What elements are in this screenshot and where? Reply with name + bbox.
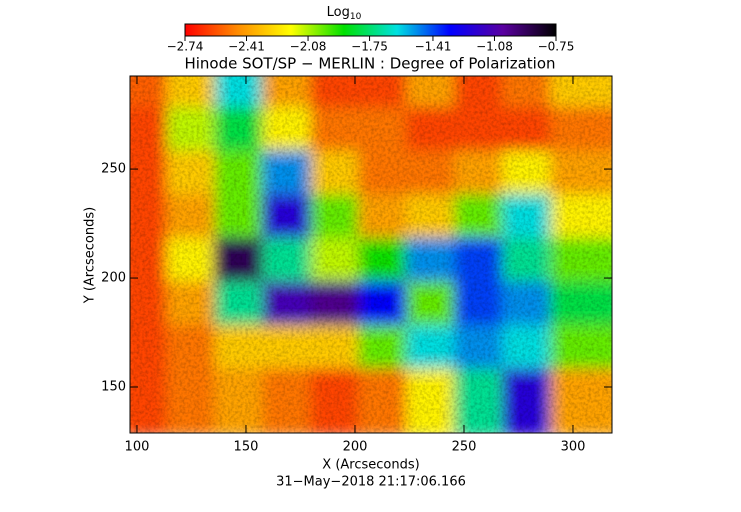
y-tick-label: 200 (101, 271, 126, 286)
colorbar-label: Log10 (327, 5, 362, 22)
colorbar-tick-label: −2.41 (228, 40, 265, 54)
colorbar-label-main: Log (327, 5, 350, 20)
y-axis-label: Y (Arcseconds) (83, 207, 98, 304)
colorbar-tick-label: −2.74 (167, 40, 204, 54)
colorbar-tick-label: −0.75 (538, 40, 575, 54)
y-tick-label: 250 (101, 162, 126, 177)
chart-title: Hinode SOT/SP − MERLIN : Degree of Polar… (184, 55, 555, 73)
colorbar-tick-label: −1.08 (476, 40, 513, 54)
plot-frame (129, 75, 613, 434)
x-tick-label: 100 (125, 440, 150, 455)
footer: 31−May−2018 21:17:06.166 (276, 475, 466, 490)
colorbar-tick-label: −1.41 (415, 40, 452, 54)
x-tick-label: 200 (343, 440, 368, 455)
y-tick-label: 150 (101, 380, 126, 395)
x-tick-label: 250 (452, 440, 477, 455)
colorbar-tick-label: −2.08 (290, 40, 327, 54)
colorbar (185, 24, 556, 36)
texture (130, 76, 612, 433)
colorbar-frame (184, 23, 557, 37)
colorbar-label-sub: 10 (350, 12, 362, 22)
x-axis-label: X (Arcseconds) (322, 458, 419, 473)
colorbar-tick-label: −1.75 (351, 40, 388, 54)
x-tick-label: 300 (561, 440, 586, 455)
x-tick-label: 150 (234, 440, 259, 455)
